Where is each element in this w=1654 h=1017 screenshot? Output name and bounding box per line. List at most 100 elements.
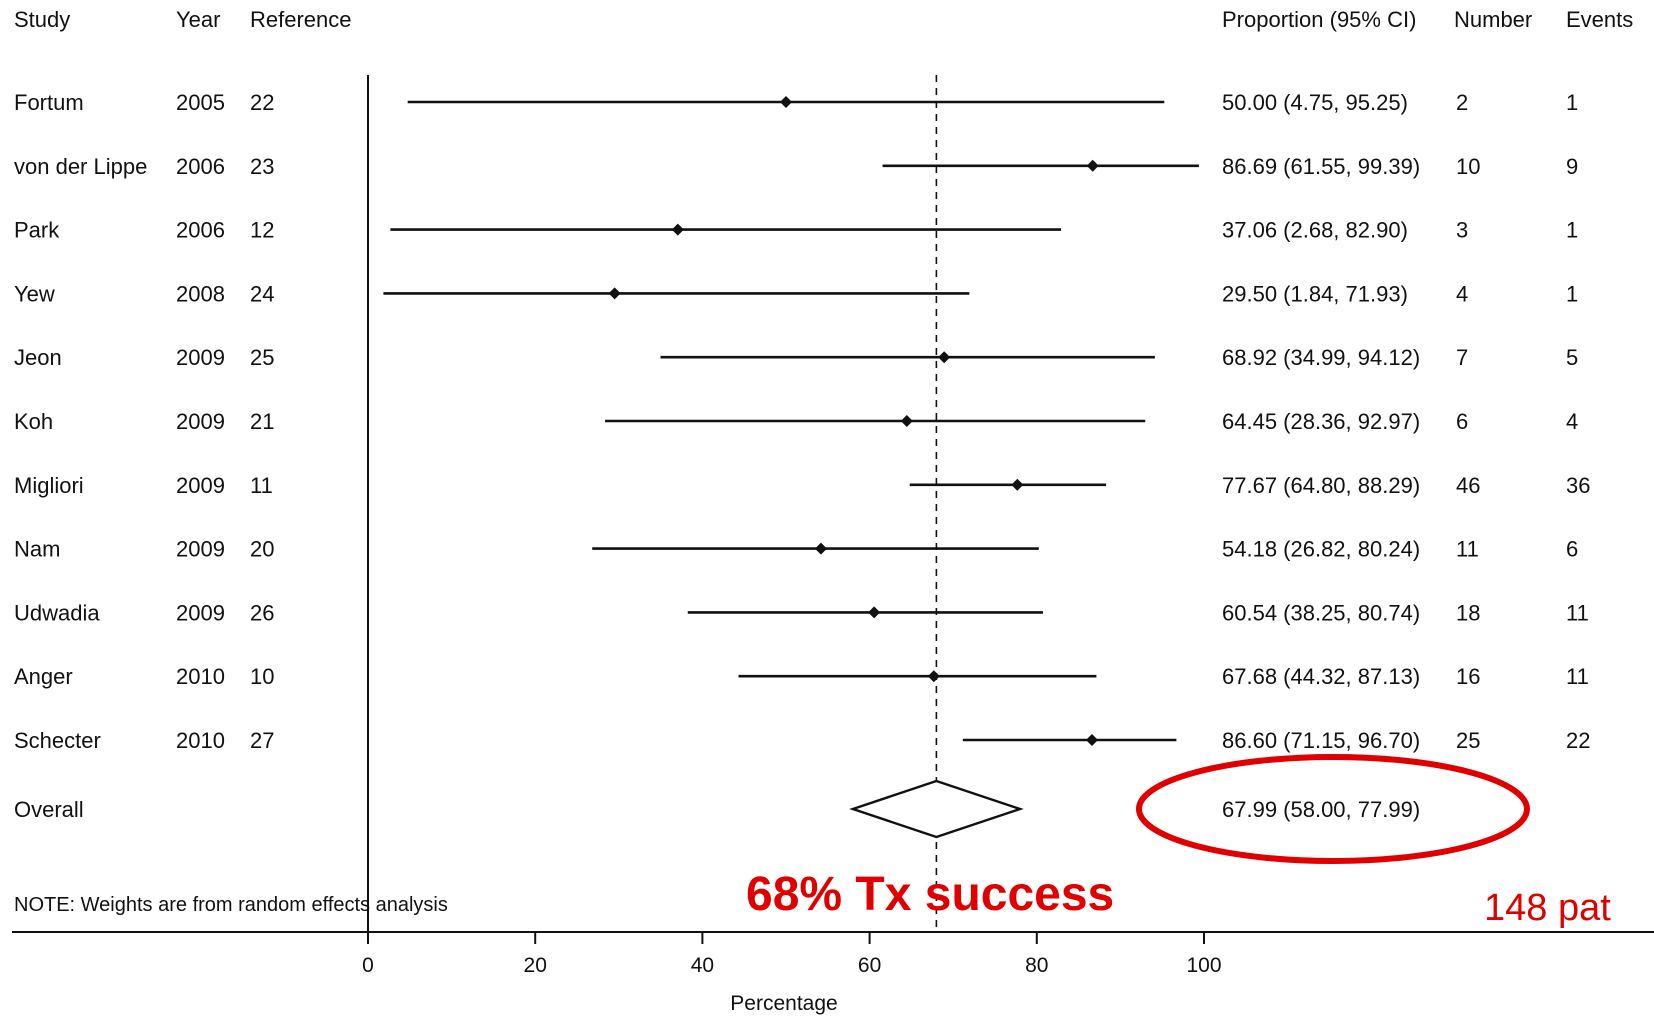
study-year: 2009 (176, 473, 225, 498)
study-ci-text: 29.50 (1.84, 71.93) (1222, 281, 1408, 306)
study-ci-text: 67.68 (44.32, 87.13) (1222, 664, 1420, 689)
success-annotation: 68% Tx success (746, 868, 1114, 921)
study-events: 11 (1566, 600, 1589, 625)
study-year: 2010 (176, 664, 225, 689)
study-ci-text: 54.18 (26.82, 80.24) (1222, 537, 1420, 562)
study-year: 2006 (176, 154, 225, 179)
study-name: Fortum (14, 90, 84, 115)
study-number: 7 (1456, 345, 1468, 370)
overall-label: Overall (14, 797, 84, 822)
study-reference: 20 (250, 537, 274, 562)
study-name: Schecter (14, 728, 101, 753)
study-row: Fortum 2005 22 50.00 (4.75, 95.25) 2 1 (14, 90, 1578, 115)
study-year: 2010 (176, 728, 225, 753)
header-year: Year (176, 7, 220, 32)
point-estimate (900, 415, 913, 427)
weights-note: NOTE: Weights are from random effects an… (14, 894, 448, 916)
study-row: Koh 2009 21 64.45 (28.36, 92.97) 6 4 (14, 409, 1578, 434)
study-row: Park 2006 12 37.06 (2.68, 82.90) 3 1 (14, 218, 1578, 243)
study-name: Park (14, 218, 60, 243)
study-events: 1 (1566, 281, 1578, 306)
study-name: Nam (14, 537, 60, 562)
overall-diamond (849, 779, 1024, 839)
point-estimate (814, 542, 827, 555)
header-study: Study (14, 7, 70, 32)
point-estimate (1086, 159, 1099, 172)
study-events: 9 (1566, 154, 1578, 179)
overall-row: Overall 67.99 (58.00, 77.99) (14, 779, 1420, 839)
study-events: 1 (1566, 90, 1578, 115)
study-number: 18 (1456, 600, 1480, 625)
point-estimate (780, 96, 792, 108)
study-reference: 25 (250, 345, 274, 370)
study-year: 2006 (176, 218, 225, 243)
study-events: 22 (1566, 728, 1590, 753)
study-year: 2005 (176, 90, 225, 115)
study-row: Nam 2009 20 54.18 (26.82, 80.24) 11 6 (14, 537, 1578, 562)
point-estimate (868, 606, 881, 619)
study-year: 2009 (176, 600, 225, 625)
study-number: 10 (1456, 154, 1480, 179)
point-estimate (1011, 478, 1024, 491)
point-estimate (671, 223, 684, 236)
study-events: 1 (1566, 218, 1578, 243)
study-year: 2009 (176, 345, 225, 370)
study-number: 25 (1456, 728, 1480, 753)
x-tick-label: 20 (524, 954, 547, 977)
patients-annotation: 148 pat (1484, 887, 1611, 929)
study-name: Yew (14, 281, 55, 306)
study-reference: 26 (250, 600, 274, 625)
study-row: von der Lippe 2006 23 86.69 (61.55, 99.39) 1… (14, 154, 1578, 179)
study-events: 6 (1566, 537, 1578, 562)
study-name: Koh (14, 409, 53, 434)
point-estimate (927, 670, 940, 683)
study-reference: 27 (250, 728, 274, 753)
study-name: Migliori (14, 473, 84, 498)
study-reference: 22 (250, 90, 274, 115)
study-number: 4 (1456, 281, 1468, 306)
study-ci-text: 64.45 (28.36, 92.97) (1222, 409, 1420, 434)
study-ci-text: 77.67 (64.80, 88.29) (1222, 473, 1420, 498)
study-row: Schecter 2010 27 86.60 (71.15, 96.70) 25 22 (14, 728, 1590, 753)
study-name: Udwadia (14, 600, 100, 625)
study-reference: 12 (250, 218, 274, 243)
study-reference: 23 (250, 154, 274, 179)
study-rows: Fortum 2005 22 50.00 (4.75, 95.25) 2 1 von der… (14, 90, 1590, 753)
study-row: Udwadia 2009 26 60.54 (38.25, 80.74) 18 11 (14, 600, 1589, 625)
header-reference: Reference (250, 7, 352, 32)
study-number: 6 (1456, 409, 1468, 434)
overall-ci-text: 67.99 (58.00, 77.99) (1222, 797, 1420, 822)
study-ci-text: 68.92 (34.99, 94.12) (1222, 345, 1420, 370)
study-ci-text: 50.00 (4.75, 95.25) (1222, 90, 1408, 115)
study-row: Jeon 2009 25 68.92 (34.99, 94.12) 7 5 (14, 345, 1578, 370)
point-estimate (1085, 734, 1098, 746)
x-tick-label: 80 (1025, 954, 1048, 977)
point-estimate (938, 351, 951, 364)
x-axis-label: Percentage (730, 992, 837, 1015)
x-tick-label: 100 (1186, 954, 1221, 977)
study-ci-text: 60.54 (38.25, 80.74) (1222, 600, 1420, 625)
header-proportion: Proportion (95% CI) (1222, 7, 1416, 32)
study-name: Jeon (14, 345, 62, 370)
study-events: 36 (1566, 473, 1590, 498)
study-events: 5 (1566, 345, 1578, 370)
study-events: 11 (1566, 664, 1589, 689)
study-ci-text: 37.06 (2.68, 82.90) (1222, 218, 1408, 243)
study-name: Anger (14, 664, 73, 689)
study-name: von der Lippe (14, 154, 147, 179)
study-row: Anger 2010 10 67.68 (44.32, 87.13) 16 11 (14, 664, 1589, 689)
overall-highlight-ellipse (1136, 754, 1530, 864)
study-ci-text: 86.60 (71.15, 96.70) (1222, 728, 1420, 753)
study-number: 16 (1456, 664, 1480, 689)
study-year: 2009 (176, 409, 225, 434)
study-reference: 21 (250, 409, 274, 434)
header-events: Events (1566, 7, 1633, 32)
study-number: 46 (1456, 473, 1480, 498)
point-estimate (608, 287, 621, 300)
study-row: Yew 2008 24 29.50 (1.84, 71.93) 4 1 (14, 281, 1578, 306)
study-number: 11 (1456, 537, 1479, 562)
study-row: Migliori 2009 11 77.67 (64.80, 88.29) 46 36 (14, 473, 1590, 498)
x-tick-label: 0 (362, 954, 374, 977)
study-year: 2008 (176, 281, 225, 306)
